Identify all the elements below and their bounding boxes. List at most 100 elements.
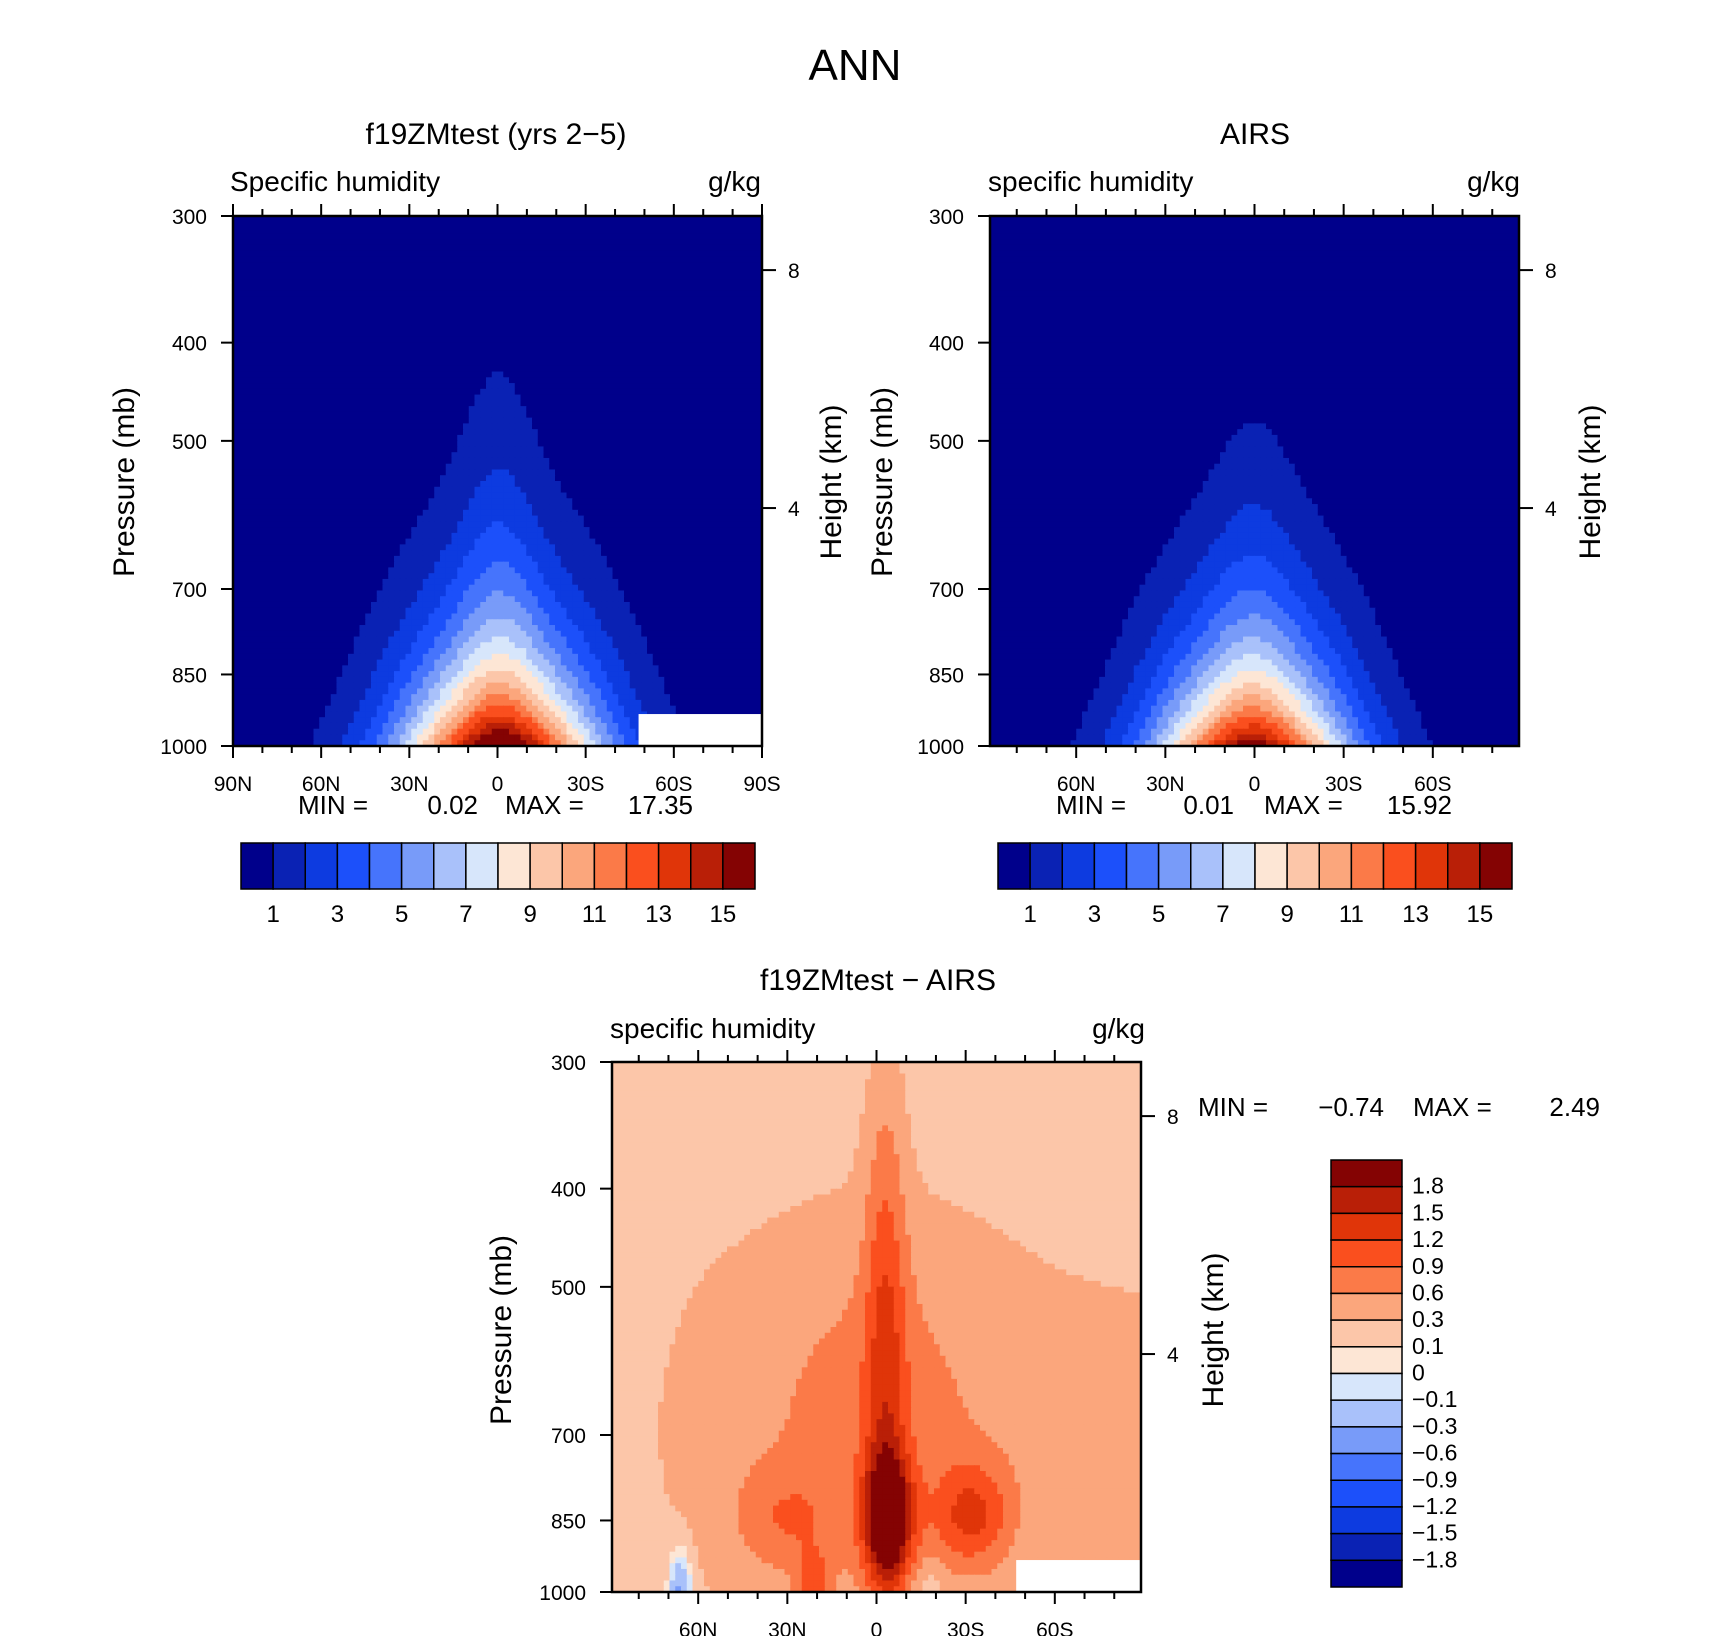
x-tick-label: 30N bbox=[768, 1619, 807, 1636]
colorbar-label: 0.9 bbox=[1412, 1253, 1444, 1279]
panel-difference-units-label: g/kg bbox=[1092, 1013, 1145, 1044]
colorbar-swatch bbox=[1331, 1293, 1402, 1320]
colorbar-swatch bbox=[1331, 1454, 1402, 1481]
panel-difference-y2label: Height (km) bbox=[1197, 1252, 1230, 1407]
colorbar-label: 15 bbox=[1467, 901, 1494, 928]
colorbar-swatch bbox=[1331, 1213, 1402, 1240]
colorbar-swatch bbox=[1223, 843, 1255, 889]
panel-model: f19ZMtest (yrs 2−5) Specific humidity g/… bbox=[108, 118, 848, 928]
colorbar-label: 0.3 bbox=[1412, 1306, 1444, 1332]
colorbar-swatch bbox=[1351, 843, 1383, 889]
colorbar-swatch bbox=[594, 843, 626, 889]
x-tick-label: 90N bbox=[214, 773, 253, 796]
colorbar-label: −0.6 bbox=[1412, 1440, 1457, 1466]
colorbar-swatch bbox=[530, 843, 562, 889]
colorbar-swatch bbox=[370, 843, 402, 889]
colorbar-swatch bbox=[1030, 843, 1062, 889]
colorbar-label: 11 bbox=[1339, 901, 1364, 928]
y2-tick-label: 4 bbox=[1167, 1344, 1179, 1367]
colorbar-swatch bbox=[273, 843, 305, 889]
colorbar-swatch bbox=[466, 843, 498, 889]
y2-tick-label: 4 bbox=[1545, 498, 1557, 521]
panel-model-min-label: MIN = bbox=[298, 790, 368, 820]
panel-difference-max-value: 2.49 bbox=[1549, 1092, 1600, 1122]
colorbar-swatch bbox=[1331, 1427, 1402, 1454]
colorbar-label: 1.2 bbox=[1412, 1226, 1444, 1252]
y-tick-label: 1000 bbox=[917, 736, 964, 759]
y-tick-label: 700 bbox=[551, 1425, 586, 1448]
colorbar-label: 15 bbox=[710, 901, 737, 928]
panel-obs-colorbar: 1 3 5 7 9 11 13 15 bbox=[998, 843, 1512, 928]
panel-obs-min-value: 0.01 bbox=[1183, 790, 1234, 820]
x-tick-label: 60S bbox=[1036, 1619, 1073, 1636]
colorbar-label: −1.8 bbox=[1412, 1546, 1457, 1572]
y-tick-label: 300 bbox=[551, 1052, 586, 1075]
colorbar-swatch bbox=[1331, 1320, 1402, 1347]
y2-tick-label: 4 bbox=[788, 498, 800, 521]
x-tick-label: 30S bbox=[947, 1619, 984, 1636]
colorbar-swatch bbox=[627, 843, 659, 889]
colorbar-label: 9 bbox=[1280, 901, 1293, 928]
colorbar-label: 0 bbox=[1412, 1360, 1425, 1386]
colorbar-swatch bbox=[1331, 1400, 1402, 1427]
colorbar-swatch bbox=[1127, 843, 1159, 889]
colorbar-swatch bbox=[1331, 1240, 1402, 1267]
y-tick-label: 400 bbox=[551, 1179, 586, 1202]
colorbar-swatch bbox=[1159, 843, 1191, 889]
colorbar-label: 13 bbox=[1402, 901, 1429, 928]
panel-model-colorbar: 1 3 5 7 9 11 13 15 bbox=[241, 843, 755, 928]
panel-difference: f19ZMtest − AIRS specific humidity g/kg … bbox=[485, 964, 1600, 1636]
panel-obs-y2label: Height (km) bbox=[1574, 404, 1607, 559]
panel-difference-min-label: MIN = bbox=[1198, 1092, 1268, 1122]
x-tick-label: 60N bbox=[679, 1619, 718, 1636]
colorbar-label: 3 bbox=[331, 901, 344, 928]
colorbar-swatch bbox=[1331, 1160, 1402, 1187]
colorbar-swatch bbox=[1480, 843, 1512, 889]
x-tick-label: 0 bbox=[1249, 773, 1261, 796]
colorbar-swatch bbox=[998, 843, 1030, 889]
panel-model-max-value: 17.35 bbox=[628, 790, 693, 820]
colorbar-swatch bbox=[659, 843, 691, 889]
colorbar-label: 5 bbox=[1152, 901, 1165, 928]
colorbar-swatch bbox=[1319, 843, 1351, 889]
colorbar-label: −0.3 bbox=[1412, 1413, 1457, 1439]
colorbar-swatch bbox=[337, 843, 369, 889]
colorbar-swatch bbox=[1191, 843, 1223, 889]
y-tick-label: 700 bbox=[929, 579, 964, 602]
x-tick-label: 90S bbox=[743, 773, 780, 796]
colorbar-swatch bbox=[402, 843, 434, 889]
y-tick-label: 400 bbox=[929, 333, 964, 356]
y-tick-label: 300 bbox=[172, 206, 207, 229]
panel-model-units-label: g/kg bbox=[708, 166, 761, 197]
colorbar-swatch bbox=[1384, 843, 1416, 889]
colorbar-swatch bbox=[305, 843, 337, 889]
y-tick-label: 850 bbox=[551, 1510, 586, 1533]
colorbar-label: 1.8 bbox=[1412, 1173, 1444, 1199]
colorbar-swatch bbox=[1062, 843, 1094, 889]
y2-tick-label: 8 bbox=[1167, 1106, 1179, 1129]
colorbar-swatch bbox=[723, 843, 755, 889]
colorbar-label: 7 bbox=[1216, 901, 1229, 928]
y-tick-label: 1000 bbox=[160, 736, 207, 759]
panel-0-field bbox=[233, 216, 763, 747]
figure-title: ANN bbox=[809, 41, 902, 90]
panel-obs-title: AIRS bbox=[1220, 118, 1290, 151]
y-tick-label: 400 bbox=[172, 333, 207, 356]
panel-obs-units-label: g/kg bbox=[1467, 166, 1520, 197]
panel-obs-max-label: MAX = bbox=[1264, 790, 1343, 820]
colorbar-swatch bbox=[1331, 1480, 1402, 1507]
colorbar-swatch bbox=[1331, 1560, 1402, 1587]
colorbar-swatch bbox=[1331, 1347, 1402, 1374]
panel-difference-min-value: −0.74 bbox=[1318, 1092, 1384, 1122]
panel-model-max-label: MAX = bbox=[505, 790, 584, 820]
colorbar-label: 11 bbox=[582, 901, 607, 928]
colorbar-swatch bbox=[1331, 1374, 1402, 1401]
y-tick-label: 700 bbox=[172, 579, 207, 602]
panel-difference-colorbar: 1.81.51.20.90.60.30.10−0.1−0.3−0.6−0.9−1… bbox=[1331, 1160, 1457, 1587]
panel-model-min-value: 0.02 bbox=[427, 790, 478, 820]
panel-obs: AIRS specific humidity g/kg 60N 30N 0 30S 60… bbox=[866, 118, 1607, 928]
